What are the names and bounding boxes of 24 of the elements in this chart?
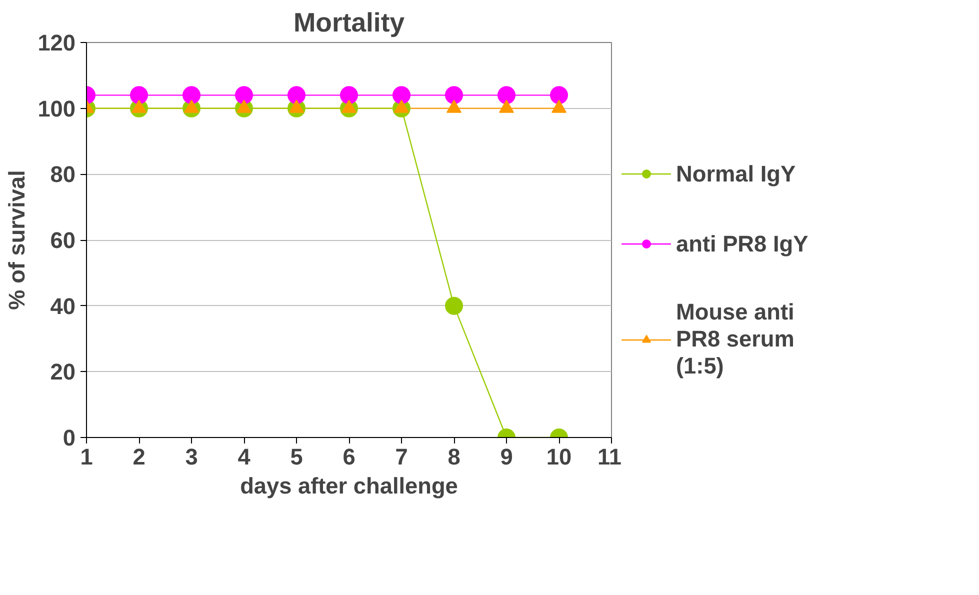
legend-label: Mouse anti PR8 serum (1:5)	[676, 298, 794, 380]
y-tick-label: 20	[50, 358, 76, 385]
x-tick-label: 2	[132, 444, 146, 470]
legend-label: anti PR8 IgY	[676, 229, 808, 258]
x-tick-label: 11	[598, 444, 622, 470]
x-tick-label: 9	[500, 444, 513, 470]
x-tick-label: 4	[238, 444, 251, 470]
x-tick-label: 3	[185, 444, 198, 470]
x-tick-label: 10	[546, 444, 572, 470]
x-tick-label: 6	[342, 444, 356, 470]
y-axis-title: % of survival	[4, 170, 30, 310]
x-tick-label: 8	[448, 444, 460, 470]
x-axis-title: days after challenge	[240, 472, 458, 498]
y-tick-label: 60	[50, 227, 76, 253]
legend-label: Normal IgY	[676, 159, 796, 188]
x-tick-label: 1	[80, 444, 93, 470]
y-tick-label: 80	[50, 161, 76, 188]
y-tick-label: 0	[62, 424, 76, 450]
chart-title: Mortality	[293, 8, 405, 38]
y-tick-label: 100	[38, 95, 76, 122]
y-tick-label: 40	[50, 292, 76, 319]
x-tick-label: 5	[290, 444, 303, 470]
y-tick-label: 120	[38, 30, 76, 56]
x-tick-label: 7	[395, 444, 408, 470]
